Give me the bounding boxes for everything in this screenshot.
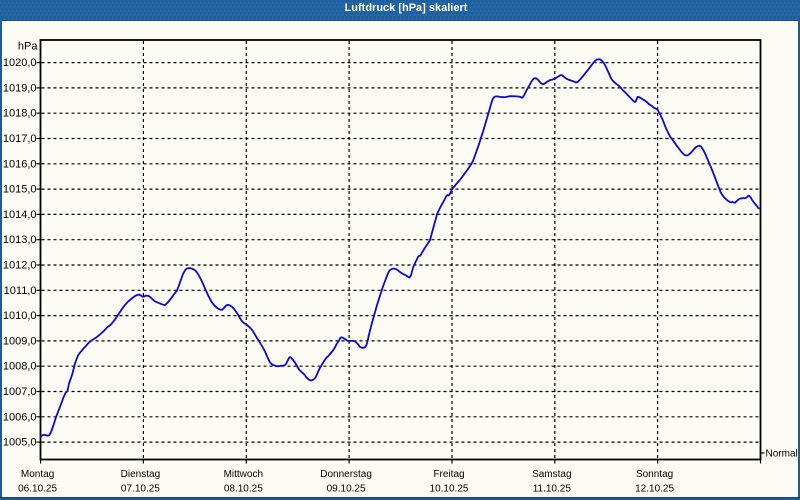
svg-text:1015,0: 1015,0 [3, 184, 37, 196]
svg-text:1007,0: 1007,0 [3, 386, 37, 398]
svg-text:1006,0: 1006,0 [3, 411, 37, 423]
svg-text:10.10.25: 10.10.25 [430, 484, 469, 495]
svg-text:1016,0: 1016,0 [3, 158, 37, 170]
svg-text:hPa: hPa [18, 41, 38, 53]
svg-text:1008,0: 1008,0 [3, 361, 37, 373]
svg-text:1017,0: 1017,0 [3, 133, 37, 145]
svg-text:Freitag: Freitag [433, 469, 464, 480]
svg-text:1012,0: 1012,0 [3, 260, 37, 272]
svg-text:11.10.25: 11.10.25 [533, 484, 572, 495]
svg-text:1018,0: 1018,0 [3, 108, 37, 120]
svg-text:12.10.25: 12.10.25 [635, 484, 674, 495]
svg-text:Montag: Montag [21, 469, 54, 480]
svg-text:08.10.25: 08.10.25 [224, 484, 263, 495]
svg-text:06.10.25: 06.10.25 [18, 484, 57, 495]
svg-text:09.10.25: 09.10.25 [327, 484, 366, 495]
svg-text:1014,0: 1014,0 [3, 209, 37, 221]
svg-text:1009,0: 1009,0 [3, 335, 37, 347]
svg-text:07.10.25: 07.10.25 [121, 484, 160, 495]
svg-text:Normal: Normal [766, 449, 798, 460]
svg-text:1020,0: 1020,0 [3, 57, 37, 69]
svg-text:Sonntag: Sonntag [636, 469, 673, 480]
svg-text:1019,0: 1019,0 [3, 82, 37, 94]
svg-text:1013,0: 1013,0 [3, 234, 37, 246]
svg-text:Dienstag: Dienstag [121, 469, 160, 480]
svg-text:Mittwoch: Mittwoch [224, 469, 263, 480]
svg-text:1010,0: 1010,0 [3, 310, 37, 322]
svg-text:Donnerstag: Donnerstag [320, 469, 372, 480]
svg-text:1011,0: 1011,0 [4, 285, 37, 297]
svg-text:Samstag: Samstag [532, 469, 571, 480]
svg-text:1005,0: 1005,0 [3, 437, 37, 449]
